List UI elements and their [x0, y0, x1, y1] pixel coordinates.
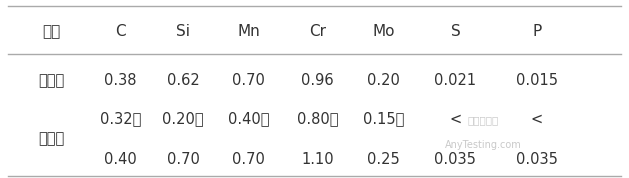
Text: 标准值: 标准值 — [38, 131, 65, 146]
Text: 实测值: 实测值 — [38, 73, 65, 88]
Text: 0.70: 0.70 — [232, 73, 265, 88]
Text: S: S — [450, 24, 460, 39]
Text: 0.20: 0.20 — [367, 73, 400, 88]
Text: Mn: Mn — [237, 24, 260, 39]
Text: 0.80～: 0.80～ — [297, 111, 338, 126]
Text: 0.40: 0.40 — [104, 152, 136, 167]
Text: 0.015: 0.015 — [516, 73, 558, 88]
Text: 0.62: 0.62 — [167, 73, 199, 88]
Text: C: C — [115, 24, 126, 39]
Text: 0.70: 0.70 — [167, 152, 199, 167]
Text: Si: Si — [176, 24, 190, 39]
Text: 0.70: 0.70 — [232, 152, 265, 167]
Text: 项目: 项目 — [42, 24, 60, 39]
Text: 0.96: 0.96 — [301, 73, 334, 88]
Text: Cr: Cr — [309, 24, 326, 39]
Text: 0.035: 0.035 — [516, 152, 558, 167]
Text: 嘉峪检测网: 嘉峪检测网 — [468, 116, 499, 125]
Text: Mo: Mo — [372, 24, 394, 39]
Text: <: < — [531, 111, 543, 126]
Text: AnyTesting.com: AnyTesting.com — [445, 140, 522, 150]
Text: 0.38: 0.38 — [104, 73, 136, 88]
Text: P: P — [532, 24, 542, 39]
Text: 0.021: 0.021 — [435, 73, 476, 88]
Text: 0.20～: 0.20～ — [162, 111, 204, 126]
Text: 0.035: 0.035 — [435, 152, 476, 167]
Text: 0.25: 0.25 — [367, 152, 400, 167]
Text: <: < — [449, 111, 462, 126]
Text: 0.15～: 0.15～ — [363, 111, 404, 126]
Text: 1.10: 1.10 — [301, 152, 334, 167]
Text: 0.40～: 0.40～ — [228, 111, 269, 126]
Text: 0.32～: 0.32～ — [99, 111, 141, 126]
